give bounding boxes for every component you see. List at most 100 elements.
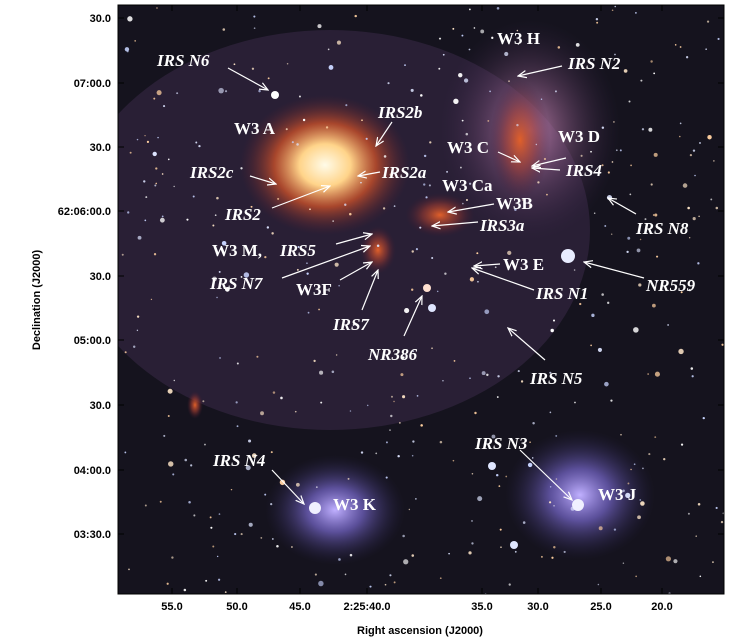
star	[258, 89, 261, 93]
star	[695, 535, 697, 537]
star	[212, 224, 215, 227]
star	[481, 371, 486, 376]
star	[134, 40, 137, 42]
star	[595, 17, 599, 21]
star	[679, 135, 681, 138]
star	[442, 380, 444, 382]
x-tick-label: 20.0	[651, 601, 672, 613]
star	[313, 359, 316, 363]
star	[251, 67, 255, 70]
star	[315, 486, 318, 489]
star	[674, 44, 677, 46]
star	[488, 218, 491, 221]
star	[145, 196, 148, 199]
sky-image	[118, 5, 724, 594]
star	[522, 521, 526, 524]
star	[590, 150, 592, 153]
star	[461, 119, 464, 122]
star	[540, 98, 543, 100]
star	[277, 197, 280, 200]
star	[596, 21, 599, 24]
star	[404, 64, 406, 66]
star	[692, 149, 696, 152]
star	[462, 202, 464, 205]
star	[167, 415, 170, 418]
star	[233, 63, 236, 66]
star	[484, 309, 490, 315]
star	[383, 155, 387, 158]
star	[497, 375, 500, 378]
star	[640, 501, 645, 506]
y-tick-label: 30.0	[90, 400, 111, 412]
star	[553, 546, 556, 549]
label: W3 C	[447, 138, 489, 157]
star	[633, 463, 636, 466]
star	[150, 298, 153, 301]
star	[294, 410, 297, 413]
star	[240, 167, 243, 170]
star	[468, 551, 472, 555]
star	[212, 545, 215, 548]
star	[474, 411, 477, 415]
star	[144, 219, 147, 222]
star	[628, 100, 631, 103]
star	[590, 344, 592, 347]
star	[420, 424, 423, 427]
star	[334, 262, 339, 267]
star	[248, 522, 253, 527]
star	[712, 561, 714, 563]
star	[202, 400, 205, 403]
star	[415, 498, 417, 500]
star	[641, 128, 645, 131]
star	[218, 270, 221, 273]
star	[487, 119, 490, 122]
arrows	[227, 65, 645, 504]
star	[152, 151, 157, 157]
star	[593, 212, 596, 214]
star	[214, 214, 217, 216]
star	[546, 193, 548, 196]
star	[667, 324, 669, 326]
star	[496, 7, 500, 10]
star	[656, 255, 659, 258]
star	[366, 404, 369, 407]
star	[216, 555, 219, 558]
star	[620, 433, 622, 436]
star	[698, 215, 700, 218]
star	[271, 538, 274, 540]
star	[306, 262, 308, 265]
star	[446, 170, 448, 173]
star	[520, 380, 524, 383]
star	[604, 224, 607, 227]
star	[411, 288, 414, 291]
star	[411, 454, 414, 457]
y-tick-label: 30.0	[90, 13, 111, 25]
star	[637, 515, 641, 520]
star	[574, 401, 576, 404]
star	[420, 94, 423, 97]
star	[633, 327, 639, 333]
star	[642, 467, 644, 470]
star	[650, 183, 653, 186]
star	[156, 90, 162, 96]
star	[444, 272, 447, 275]
star	[550, 328, 554, 333]
star	[691, 375, 694, 378]
star	[271, 232, 274, 235]
star	[393, 581, 396, 584]
star	[393, 400, 395, 403]
labels: IRS N6 W3 H IRS N2 IRS2b W3 A W3 D W3 C …	[156, 29, 696, 514]
star	[349, 212, 352, 216]
star	[338, 284, 340, 287]
star	[184, 458, 188, 462]
star	[652, 214, 655, 216]
star	[688, 236, 691, 239]
label: IRS3a	[479, 216, 525, 235]
star	[554, 90, 557, 93]
star	[477, 280, 479, 283]
star	[439, 577, 442, 580]
star	[549, 486, 552, 488]
star	[412, 440, 415, 443]
star	[127, 211, 130, 214]
star	[687, 206, 690, 210]
